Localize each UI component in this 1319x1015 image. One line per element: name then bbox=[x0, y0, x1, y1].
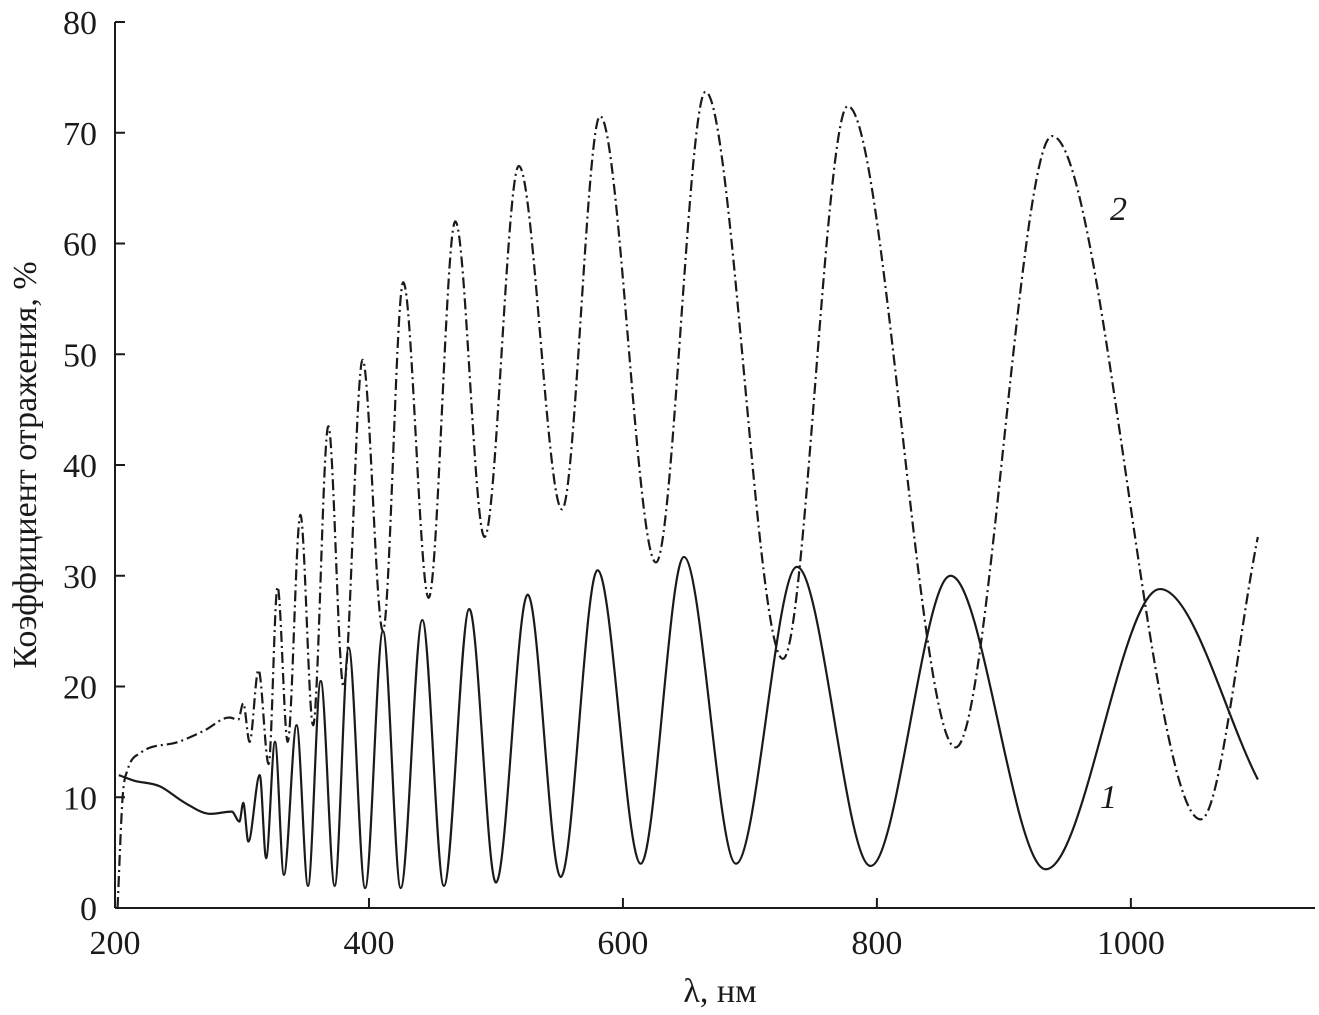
y-tick-label: 80 bbox=[63, 5, 97, 42]
series-line bbox=[116, 90, 1259, 909]
y-axis-title: Коэффициент отражения, % bbox=[7, 261, 44, 668]
y-tick-label: 30 bbox=[63, 559, 97, 596]
x-tick-label: 600 bbox=[597, 925, 648, 962]
series-label: 2 bbox=[1110, 191, 1127, 228]
y-tick-label: 20 bbox=[63, 670, 97, 707]
series-label: 1 bbox=[1100, 779, 1117, 816]
x-tick-label: 400 bbox=[343, 925, 394, 962]
x-tick-label: 1000 bbox=[1097, 925, 1165, 962]
y-tick-label: 40 bbox=[63, 448, 97, 485]
x-tick-label: 800 bbox=[851, 925, 902, 962]
y-tick-label: 0 bbox=[80, 891, 97, 928]
y-tick-label: 10 bbox=[63, 780, 97, 817]
y-tick-label: 60 bbox=[63, 227, 97, 264]
x-axis-title: λ, нм bbox=[683, 973, 756, 1010]
series-line bbox=[118, 555, 1259, 890]
y-tick-label: 70 bbox=[63, 116, 97, 153]
x-tick-label: 200 bbox=[90, 925, 141, 962]
y-tick-label: 50 bbox=[63, 337, 97, 374]
